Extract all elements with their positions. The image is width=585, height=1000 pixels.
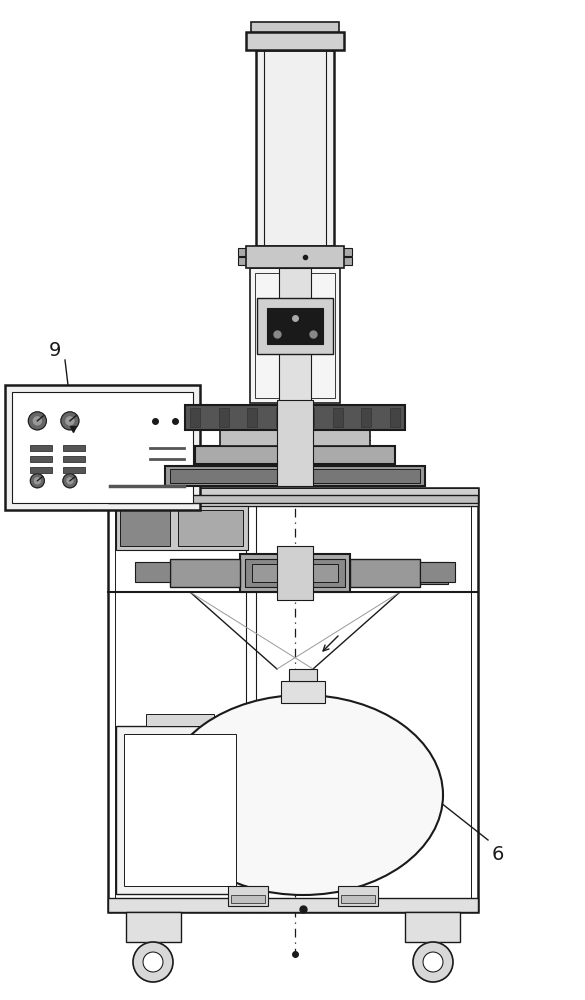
Bar xyxy=(116,506,248,550)
Bar xyxy=(238,257,352,265)
Bar xyxy=(108,488,478,498)
Bar xyxy=(195,446,395,464)
Bar xyxy=(338,886,378,906)
Bar xyxy=(390,408,400,427)
Circle shape xyxy=(413,942,453,982)
Bar xyxy=(276,408,285,427)
Text: 6: 6 xyxy=(492,846,504,864)
Bar xyxy=(256,562,448,572)
Bar xyxy=(30,456,52,462)
Bar xyxy=(72,488,90,510)
Bar xyxy=(63,456,85,462)
Bar xyxy=(108,488,478,912)
Circle shape xyxy=(33,417,42,425)
Bar xyxy=(251,22,339,32)
Bar xyxy=(63,467,85,473)
Circle shape xyxy=(61,412,79,430)
Bar xyxy=(267,308,323,344)
Bar xyxy=(165,466,425,486)
Circle shape xyxy=(143,952,163,972)
Bar xyxy=(250,268,340,403)
Bar xyxy=(362,408,371,427)
Bar xyxy=(240,554,350,592)
Bar xyxy=(281,681,325,703)
Bar xyxy=(135,562,170,582)
Bar xyxy=(116,726,244,894)
Bar xyxy=(108,495,478,503)
Bar xyxy=(30,467,52,473)
Bar xyxy=(115,495,471,905)
Bar xyxy=(170,469,420,483)
Bar xyxy=(350,559,420,587)
Bar xyxy=(5,385,200,510)
Ellipse shape xyxy=(163,695,443,895)
Bar xyxy=(231,895,265,903)
Circle shape xyxy=(67,478,73,484)
Bar xyxy=(277,546,313,600)
Bar xyxy=(304,408,314,427)
Bar xyxy=(120,510,170,546)
Bar xyxy=(190,408,200,427)
Bar xyxy=(108,488,478,506)
Bar xyxy=(277,400,313,486)
Bar xyxy=(279,268,311,403)
Circle shape xyxy=(35,478,40,484)
Bar xyxy=(108,898,478,912)
Text: 9: 9 xyxy=(49,340,61,360)
Circle shape xyxy=(28,412,46,430)
Circle shape xyxy=(63,474,77,488)
Bar xyxy=(30,444,52,450)
Bar xyxy=(146,714,214,726)
Bar xyxy=(228,886,268,906)
Bar xyxy=(256,574,448,584)
Bar xyxy=(126,912,181,942)
Bar xyxy=(246,246,344,268)
Bar xyxy=(185,405,405,430)
Circle shape xyxy=(66,417,74,425)
Bar xyxy=(245,559,345,587)
Circle shape xyxy=(133,942,173,982)
Bar xyxy=(257,298,333,354)
Bar xyxy=(220,430,370,446)
Bar xyxy=(63,444,85,450)
Bar xyxy=(247,408,257,427)
Bar xyxy=(178,510,243,546)
Bar xyxy=(289,669,317,681)
Bar xyxy=(128,488,146,510)
Bar xyxy=(12,392,193,503)
Bar xyxy=(420,562,455,582)
Circle shape xyxy=(30,474,44,488)
Bar xyxy=(246,32,344,50)
Bar xyxy=(255,273,335,398)
Circle shape xyxy=(423,952,443,972)
Bar xyxy=(256,50,334,246)
Bar xyxy=(124,734,236,886)
Bar xyxy=(341,895,375,903)
Bar xyxy=(252,564,338,582)
Bar xyxy=(219,408,229,427)
Bar xyxy=(238,248,352,256)
Bar xyxy=(170,559,240,587)
Bar xyxy=(333,408,343,427)
Bar xyxy=(405,912,460,942)
